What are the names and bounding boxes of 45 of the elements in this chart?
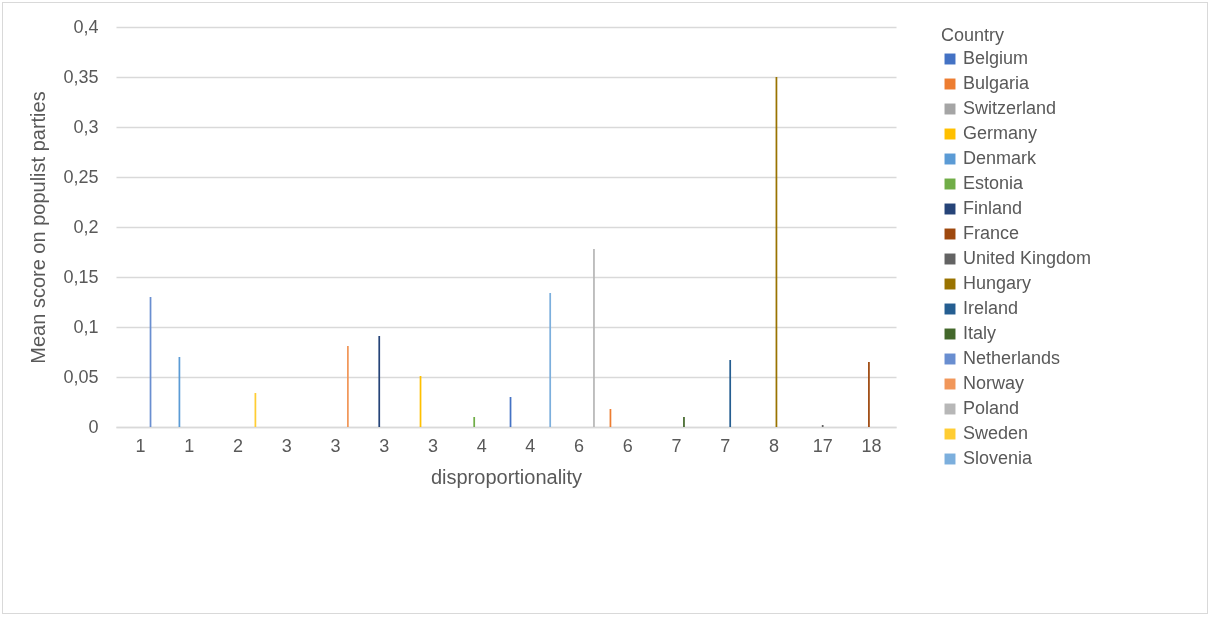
- y-tick-label: 0,05: [63, 366, 99, 387]
- x-tick-label: 1: [135, 435, 146, 456]
- y-tick-label: 0,3: [73, 116, 99, 137]
- x-tick-label: 6: [574, 435, 585, 456]
- legend-label: Norway: [963, 373, 1025, 393]
- legend-label: France: [963, 223, 1020, 243]
- legend-label: Denmark: [963, 148, 1038, 168]
- y-tick-label: 0,2: [73, 216, 99, 237]
- y-tick-label: 0,35: [63, 66, 99, 87]
- legend-title: Country: [941, 25, 1005, 45]
- legend-label: Ireland: [963, 298, 1019, 318]
- x-tick-label: 3: [281, 435, 292, 456]
- x-tick-label: 17: [812, 435, 833, 456]
- legend-label: United Kingdom: [963, 248, 1092, 268]
- y-tick-label: 0,25: [63, 166, 99, 187]
- x-tick-label: 18: [861, 435, 882, 456]
- x-tick-label: 4: [525, 435, 536, 456]
- y-axis-title: Mean score on populist parties: [27, 91, 50, 364]
- x-tick-label: 3: [379, 435, 390, 456]
- legend-label: Germany: [963, 123, 1038, 143]
- legend-label: Poland: [963, 398, 1020, 418]
- x-tick-label: 4: [476, 435, 487, 456]
- y-tick-label: 0,1: [73, 316, 99, 337]
- x-tick-label: 8: [768, 435, 779, 456]
- legend-label: Bulgaria: [963, 73, 1031, 93]
- x-tick-label: 7: [671, 435, 682, 456]
- legend-label: Switzerland: [963, 98, 1057, 118]
- legend-label: Italy: [963, 323, 997, 343]
- x-tick-label: 7: [720, 435, 731, 456]
- y-tick-label: 0: [88, 416, 99, 437]
- x-tick-label: 3: [330, 435, 341, 456]
- legend-label: Slovenia: [963, 448, 1034, 468]
- x-tick-label: 2: [233, 435, 244, 456]
- x-tick-label: 1: [184, 435, 195, 456]
- legend-label: Estonia: [963, 173, 1025, 193]
- legend-label: Netherlands: [963, 348, 1061, 368]
- x-axis-title: disproportionality: [430, 465, 583, 488]
- legend-label: Finland: [963, 198, 1023, 218]
- y-tick-label: 0,15: [63, 266, 99, 287]
- x-tick-label: 6: [622, 435, 633, 456]
- legend-label: Sweden: [963, 423, 1029, 443]
- y-tick-label: 0,4: [73, 16, 99, 37]
- legend-label: Hungary: [963, 273, 1032, 293]
- x-tick-label: 3: [427, 435, 438, 456]
- legend-label: Belgium: [963, 48, 1029, 68]
